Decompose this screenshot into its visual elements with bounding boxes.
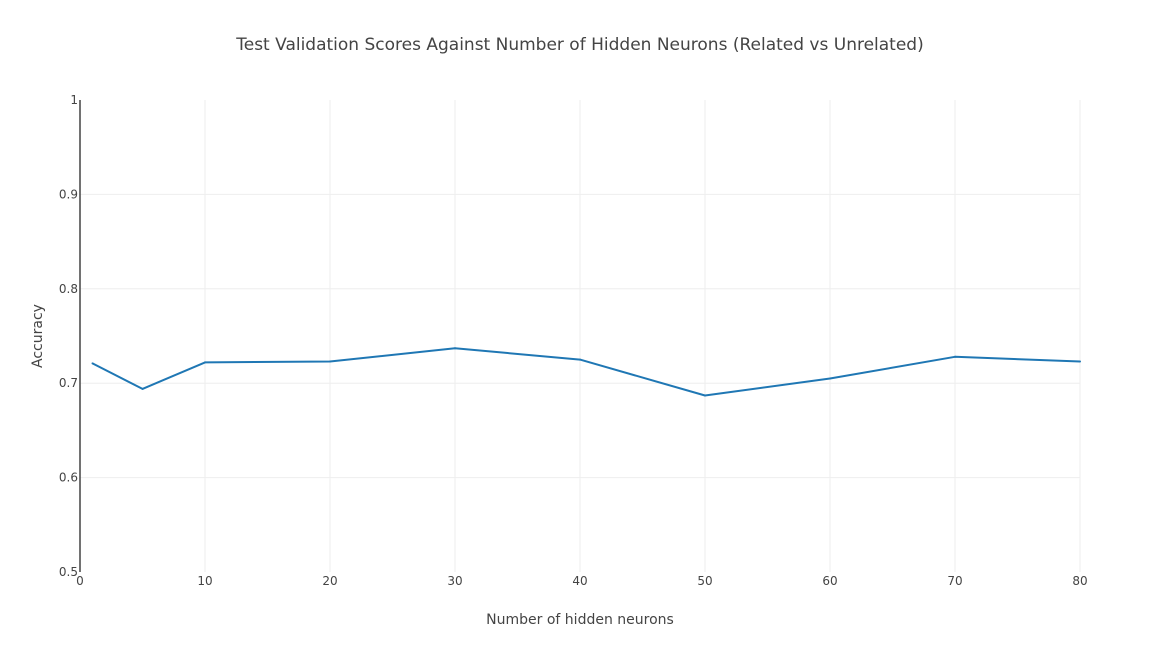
series-line [92,347,1081,397]
data-point [91,362,94,365]
y-tick-label: 0.6 [59,471,78,485]
x-tick-label: 0 [76,574,84,588]
data-point [829,377,831,380]
chart-title: Test Validation Scores Against Number of… [235,35,923,55]
data-point [579,358,581,361]
series-layer [91,347,1081,397]
y-tick-label: 1 [70,93,78,107]
x-tick-label: 10 [197,574,212,588]
y-axis-ticks: 0.5 0.6 0.7 0.8 0.9 1 [59,93,78,579]
y-axis-title: Accuracy [30,304,46,368]
x-tick-label: 30 [447,574,462,588]
x-axis-ticks: 0 10 20 30 40 50 60 70 80 [76,574,1087,588]
x-tick-label: 40 [572,574,587,588]
data-point [954,355,956,358]
x-tick-label: 70 [947,574,962,588]
grid-lines [80,100,1081,572]
x-tick-label: 80 [1072,574,1087,588]
y-tick-label: 0.9 [59,187,78,201]
data-point [454,347,456,350]
x-tick-label: 50 [697,574,712,588]
data-point [1079,360,1081,363]
y-tick-label: 0.8 [59,282,78,296]
data-point [204,361,206,364]
data-point [329,360,331,363]
data-point [704,394,706,397]
data-point [141,387,144,390]
x-tick-label: 20 [322,574,337,588]
x-tick-label: 60 [822,574,837,588]
y-tick-label: 0.5 [59,565,78,579]
x-axis-title: Number of hidden neurons [486,612,674,628]
y-tick-label: 0.7 [59,376,78,390]
